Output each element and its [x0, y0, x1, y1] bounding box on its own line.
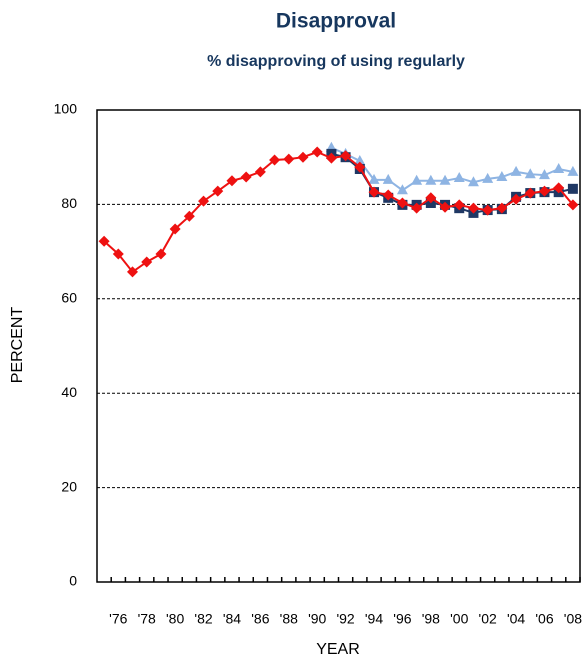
point [382, 173, 394, 184]
x-tick-label: '02 [479, 611, 497, 627]
point [496, 202, 508, 214]
point [553, 163, 565, 173]
point [141, 256, 153, 268]
point [567, 165, 579, 176]
y-tick-label: 0 [69, 573, 77, 589]
point [411, 174, 423, 185]
chart-subtitle: % disapproving of using regularly [207, 53, 465, 70]
series-line [103, 150, 574, 274]
point [396, 184, 408, 195]
x-tick-label: '84 [223, 611, 241, 627]
point [567, 183, 578, 194]
point [240, 171, 252, 183]
point [368, 186, 380, 198]
point [510, 193, 522, 205]
point [538, 185, 550, 197]
x-tick-label: '00 [450, 611, 468, 627]
x-tick-label: '96 [393, 611, 411, 627]
x-tick-label: '82 [194, 611, 212, 627]
point [212, 185, 224, 197]
point [283, 153, 295, 165]
point [226, 175, 238, 187]
y-tick-label: 40 [61, 384, 77, 400]
x-tick-label: '94 [365, 611, 383, 627]
x-axis-label: YEAR [316, 641, 360, 658]
x-tick-label: '88 [280, 611, 298, 627]
series-line [331, 146, 574, 192]
point [524, 168, 536, 179]
point [482, 172, 494, 183]
point [297, 151, 309, 163]
y-tick-label: 60 [61, 290, 77, 306]
x-tick-label: '98 [422, 611, 440, 627]
point [269, 154, 281, 166]
point [254, 166, 266, 178]
point [482, 204, 494, 216]
point [439, 201, 451, 213]
point [524, 187, 536, 199]
point [439, 174, 451, 185]
x-tick-label: '06 [535, 611, 553, 627]
point [425, 192, 437, 204]
point [354, 161, 366, 173]
point [496, 171, 508, 182]
point [127, 266, 139, 278]
x-tick-label: '08 [564, 611, 582, 627]
x-tick-label: '78 [138, 611, 156, 627]
point [411, 202, 423, 214]
y-tick-label: 80 [61, 195, 77, 211]
x-tick-label: '04 [507, 611, 525, 627]
point [567, 199, 579, 211]
point [396, 197, 408, 209]
point [198, 195, 210, 207]
point [425, 174, 437, 185]
x-tick-label: '80 [166, 611, 184, 627]
point [467, 202, 479, 214]
point [538, 169, 550, 180]
point [169, 223, 181, 235]
point [325, 152, 337, 164]
point [354, 154, 366, 165]
y-tick-label: 100 [54, 101, 78, 117]
point [183, 210, 195, 222]
x-tick-label: '76 [109, 611, 127, 627]
point [98, 235, 110, 247]
point [510, 165, 522, 176]
x-tick-label: '86 [251, 611, 269, 627]
chart-title: Disapproval [276, 10, 396, 33]
point [311, 146, 323, 158]
point [453, 199, 465, 211]
point [112, 248, 124, 260]
point [553, 182, 565, 194]
y-tick-label: 20 [61, 478, 77, 494]
point [340, 150, 352, 162]
point [382, 189, 394, 201]
x-tick-label: '90 [308, 611, 326, 627]
point [453, 171, 465, 182]
point [467, 176, 479, 187]
x-tick-label: '92 [336, 611, 354, 627]
point [368, 173, 380, 184]
point [155, 248, 167, 260]
y-axis-label: PERCENT [9, 307, 26, 384]
plot-frame [96, 109, 581, 583]
